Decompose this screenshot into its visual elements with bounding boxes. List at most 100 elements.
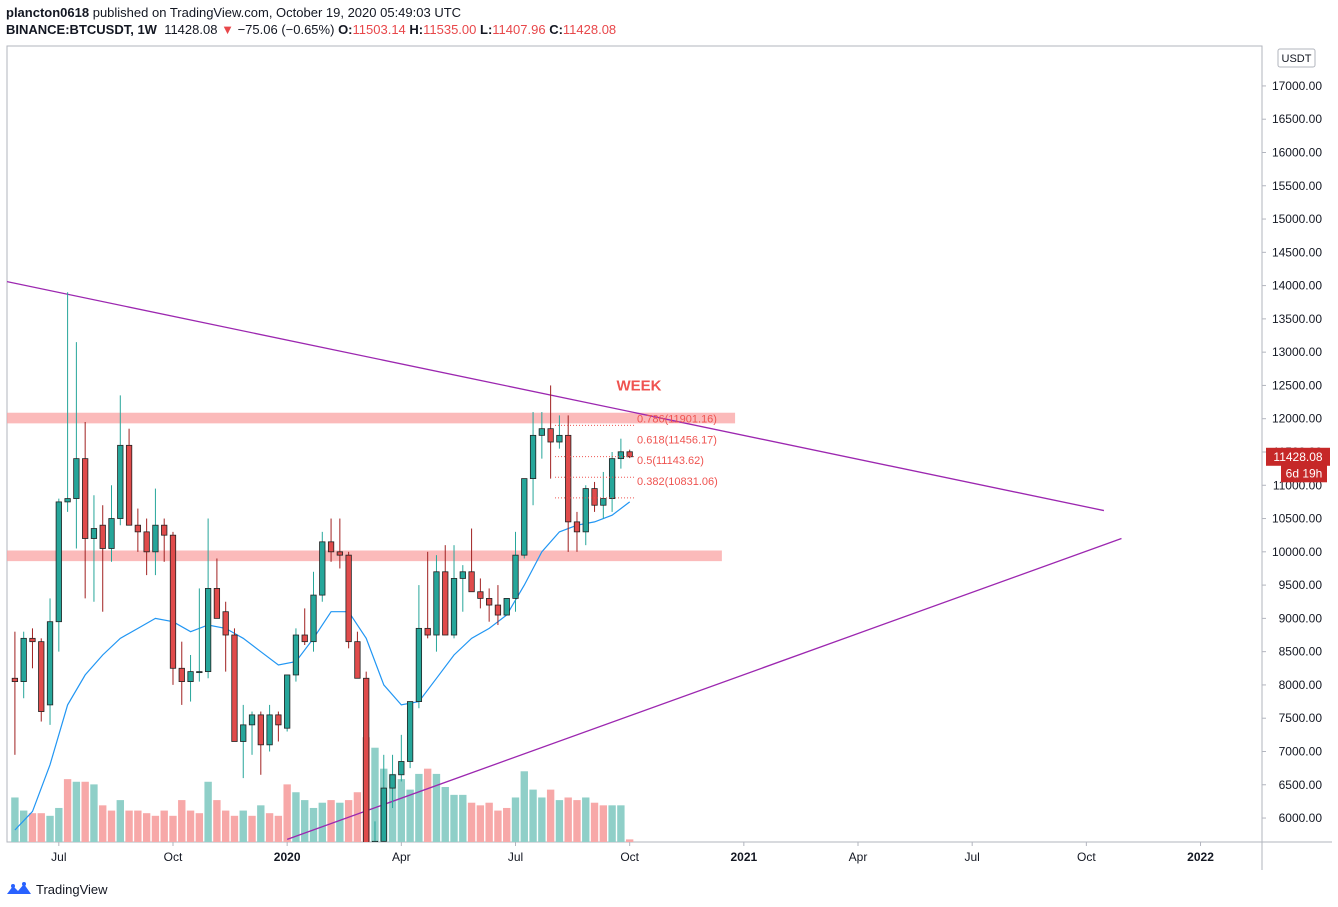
plot-frame (6, 45, 1263, 843)
candle (38, 638, 45, 722)
candle-body (196, 671, 203, 674)
candle (143, 518, 150, 576)
candle-body (29, 637, 36, 643)
candle (371, 821, 379, 842)
volume-bar (441, 787, 449, 842)
candle (503, 598, 510, 616)
volume-bar (564, 797, 572, 842)
fib-levels[interactable]: 0.786(11901.16) 0.618(11456.17) 0.5(11143.… (555, 413, 718, 499)
resistance-zone (7, 550, 722, 562)
candle (556, 415, 563, 449)
candle-body (46, 621, 54, 706)
candle (415, 585, 423, 709)
tradingview-footer[interactable]: TradingView (6, 879, 108, 899)
candle-body (11, 677, 19, 683)
price-tick-label: 12500.00 (1272, 378, 1322, 392)
currency-label: USDT (1282, 53, 1312, 65)
candle-body (477, 591, 484, 599)
candle (266, 704, 273, 752)
candle-body (529, 434, 537, 480)
candle (64, 292, 71, 512)
price-tick-label: 13000.00 (1272, 345, 1322, 359)
candle (547, 385, 554, 479)
volume-bar (397, 779, 406, 842)
volume-bar (590, 802, 599, 842)
current-price-badge (1266, 447, 1330, 466)
candle-body (556, 434, 563, 443)
volume-bar (160, 810, 168, 842)
volume-bar (503, 807, 511, 842)
price-tick-label: 14500.00 (1272, 245, 1322, 259)
volume-bar (555, 800, 564, 842)
candle-body (178, 667, 185, 683)
candle (29, 628, 36, 669)
candle-body (486, 598, 493, 606)
volume-bar (90, 784, 98, 842)
candle-body (38, 641, 45, 712)
candle-body (134, 524, 141, 533)
volume-bar (336, 802, 344, 842)
candle-body (459, 571, 466, 579)
volume-bar (608, 805, 616, 842)
price-tick-label: 8500.00 (1279, 645, 1323, 659)
candle (108, 485, 115, 562)
time-tick-label: Apr (392, 850, 411, 864)
candle (608, 451, 616, 512)
symbol-label[interactable]: BINANCE:BTCUSDT, 1W (6, 22, 157, 37)
candle (565, 415, 572, 552)
candle (406, 701, 414, 769)
low-value: 11407.96 (492, 22, 546, 37)
time-tick-label: 2022 (1187, 850, 1214, 864)
volume-bar (318, 802, 326, 842)
trendlines[interactable] (7, 280, 1122, 840)
volume-bar (239, 810, 247, 842)
volume-bar (46, 815, 54, 842)
open-label: O: (338, 22, 353, 37)
candle-body (161, 524, 168, 536)
tradingview-brand: TradingView (36, 881, 108, 897)
candle-body (319, 541, 326, 596)
volume-bar (538, 797, 546, 842)
candle-body (248, 714, 256, 726)
volume-bar (415, 773, 423, 842)
volume-bar (494, 810, 502, 842)
volume-bar (107, 810, 116, 842)
candle (521, 478, 528, 559)
fib-label: 0.5(11143.62) (637, 455, 704, 467)
candle-body (433, 571, 440, 636)
last-price: 11428.08 (164, 22, 218, 37)
published-text: published on TradingView.com, October 19… (92, 5, 462, 20)
price-tick-label: 7500.00 (1279, 711, 1323, 725)
volume-bar (625, 839, 634, 842)
time-axis[interactable]: Jul Oct 2020 Apr Jul Oct 2021 Apr Jul Oct 2022 (51, 842, 1214, 864)
candle (424, 551, 431, 639)
currency-box[interactable]: USDT (1277, 48, 1316, 68)
candle (90, 495, 98, 602)
price-axis[interactable]: 17000.00 16500.00 16000.00 15500.00 15000.00… (1262, 79, 1330, 825)
candle-body (354, 641, 361, 679)
price-tick-label: 15000.00 (1272, 212, 1322, 226)
candle (292, 628, 300, 682)
volume-bar (186, 810, 195, 842)
candle-body (301, 634, 308, 643)
volume-bar (116, 800, 124, 842)
resistance-zones (7, 412, 736, 562)
candle-body (600, 498, 607, 506)
time-tick-label: 2021 (730, 850, 757, 864)
candle (538, 412, 545, 459)
fib-label: 0.786(11901.16) (637, 413, 717, 425)
price-tick-label: 17000.00 (1272, 79, 1322, 93)
candle (442, 545, 449, 636)
price-tick-label: 10000.00 (1272, 545, 1322, 559)
volume-bar (11, 797, 19, 842)
publisher-name[interactable]: plancton0618 (6, 5, 90, 20)
candle (363, 671, 370, 842)
volume-bar (28, 813, 37, 842)
time-tick-label: Jul (508, 850, 523, 864)
price-tick-label: 6500.00 (1279, 778, 1323, 792)
fib-label: 0.382(10831.06) (637, 476, 718, 488)
high-value: 11535.00 (423, 22, 477, 37)
trendline (286, 537, 1122, 840)
moving-average (14, 501, 631, 831)
